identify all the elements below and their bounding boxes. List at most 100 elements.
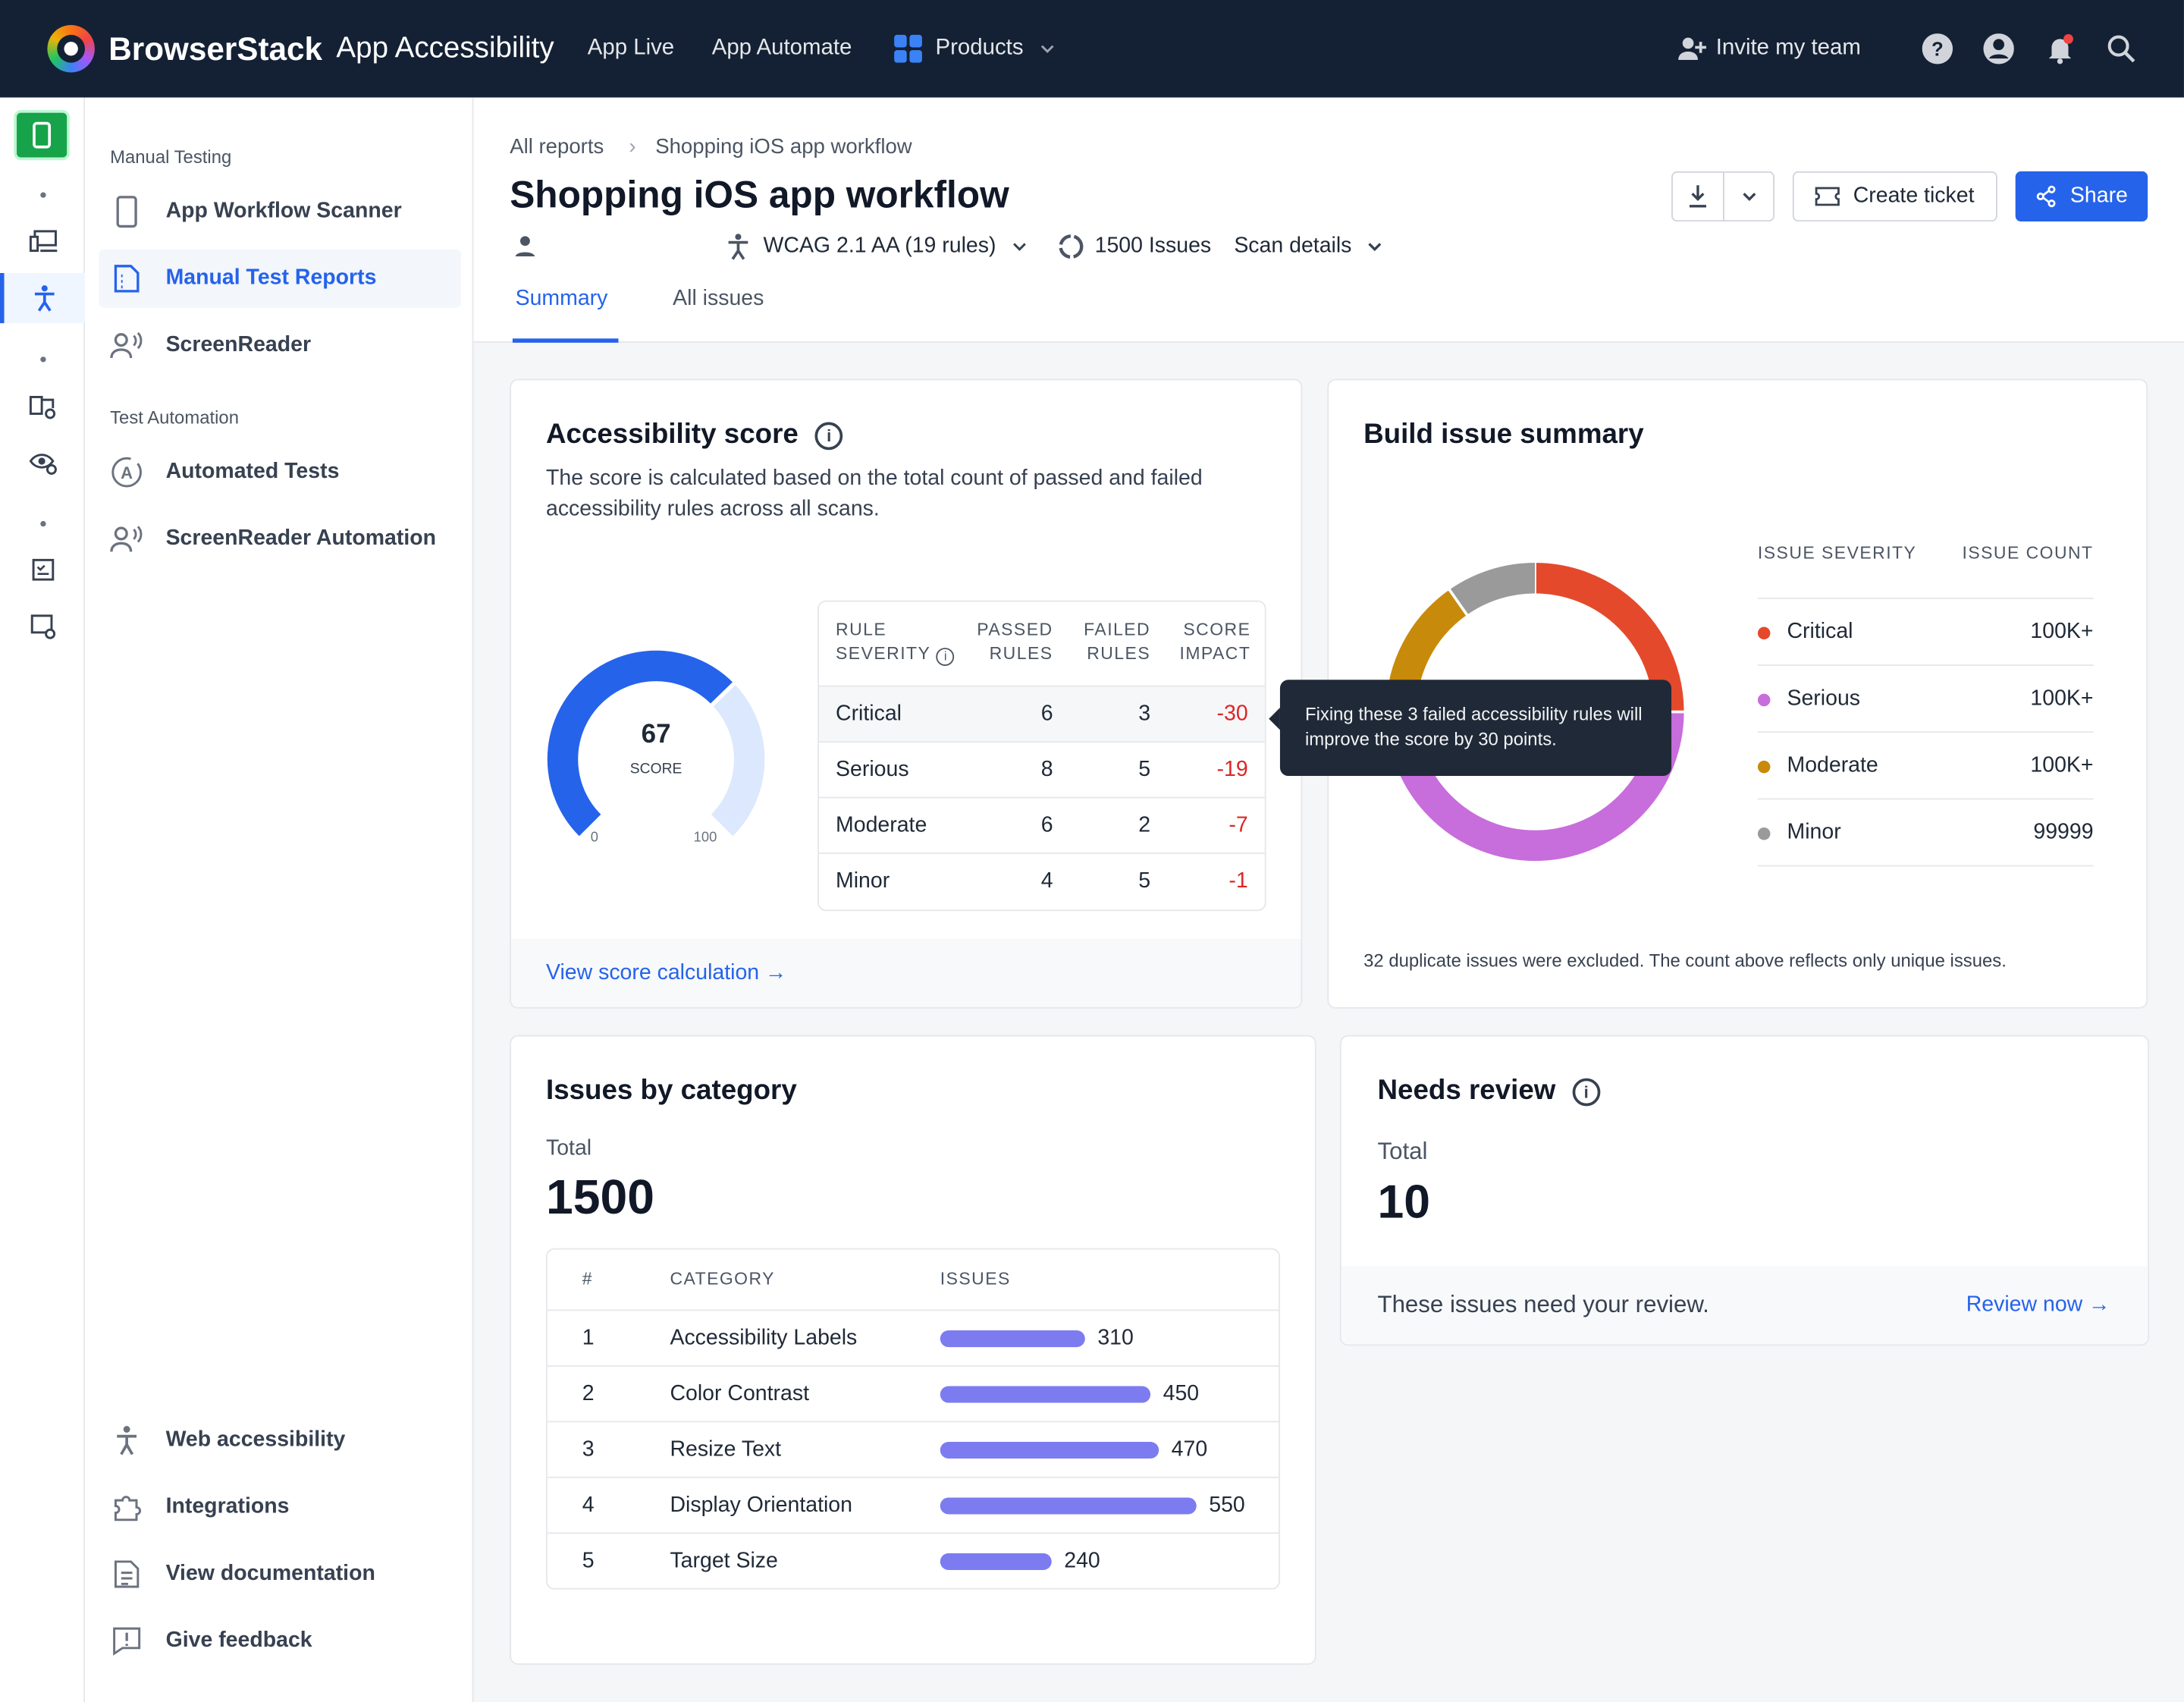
products-menu[interactable]: Products <box>893 34 1056 63</box>
view-score-calculation-link[interactable]: View score calculation → <box>545 961 787 985</box>
serious-dot-icon <box>1757 693 1771 707</box>
total-issues-value: 1500 <box>545 1170 655 1225</box>
rail-checklist-icon[interactable] <box>0 557 85 583</box>
row-number: 2 <box>582 1382 595 1406</box>
products-grid-icon <box>893 34 922 63</box>
share-label: Share <box>2069 184 2128 208</box>
severity-count: 99999 <box>2033 820 2094 845</box>
invite-team-button[interactable]: Invite my team <box>1677 36 1861 61</box>
tab-summary[interactable]: Summary <box>515 287 608 311</box>
chevron-down-icon <box>1013 243 1027 251</box>
table-row[interactable]: 1 Accessibility Labels 310 <box>547 1309 1279 1364</box>
account-icon[interactable] <box>1983 33 2014 64</box>
score-impact-tooltip: Fixing these 3 failed accessibility rule… <box>1269 680 1672 777</box>
table-row[interactable]: 5 Target Size 240 <box>547 1532 1279 1587</box>
nav-web-accessibility[interactable]: Web accessibility <box>99 1412 461 1470</box>
info-icon[interactable]: i <box>1572 1077 1601 1106</box>
table-row[interactable]: Minor 4 5 -1 <box>818 853 1265 908</box>
nav-manual-test-reports[interactable]: Manual Test Reports <box>99 249 461 308</box>
breadcrumb-current: Shopping iOS app workflow <box>655 135 912 159</box>
ticket-icon <box>1815 187 1840 206</box>
minor-dot-icon <box>1757 827 1771 840</box>
col-number: # <box>582 1269 594 1289</box>
rail-app-accessibility[interactable] <box>14 110 70 161</box>
nav-integrations[interactable]: Integrations <box>99 1478 461 1537</box>
category-name: Display Orientation <box>670 1493 852 1518</box>
wcag-selector[interactable]: WCAG 2.1 AA (19 rules) <box>726 230 1030 263</box>
nav-label: Integrations <box>165 1494 290 1519</box>
notifications-bell-icon[interactable] <box>2044 33 2075 64</box>
gauge-min: 0 <box>590 830 598 846</box>
severity-row[interactable]: Moderate 100K+ <box>1757 733 2094 800</box>
issues-bar <box>940 1386 1151 1403</box>
issues-bar <box>940 1553 1052 1570</box>
active-tab-indicator <box>512 338 619 343</box>
share-button[interactable]: Share <box>2015 171 2148 222</box>
issues-value: 310 <box>1097 1326 1134 1350</box>
table-row[interactable]: 2 Color Contrast 450 <box>547 1364 1279 1421</box>
accessibility-icon <box>110 1424 143 1457</box>
rail-accessibility-icon[interactable] <box>0 272 86 324</box>
phone-icon <box>33 121 52 149</box>
issues-bar <box>940 1330 1085 1348</box>
nav-app-live[interactable]: App Live <box>587 36 675 60</box>
table-row[interactable]: Critical 6 3 -30 <box>818 685 1265 742</box>
download-options-button[interactable] <box>1722 171 1774 222</box>
search-icon[interactable] <box>2106 33 2136 64</box>
score-value: 67 <box>641 720 671 750</box>
table-row[interactable]: 3 Resize Text 470 <box>547 1421 1279 1476</box>
passed-cell: 6 <box>1040 813 1053 837</box>
product-name[interactable]: App Accessibility <box>336 32 554 64</box>
rail-visual-settings-icon[interactable] <box>0 448 85 476</box>
nav-screenreader[interactable]: ScreenReader <box>99 316 461 375</box>
rail-divider-dot <box>0 192 85 198</box>
severity-cell: Moderate <box>836 813 927 837</box>
nav-app-automate[interactable]: App Automate <box>711 36 852 60</box>
category-card-title: Issues by category <box>545 1075 797 1107</box>
review-card-title: Needs review <box>1377 1075 1556 1107</box>
top-bar: BrowserStack App Accessibility App Live … <box>0 0 2184 98</box>
col-issue-severity: ISSUE SEVERITY <box>1757 543 1917 564</box>
severity-row[interactable]: Critical 100K+ <box>1757 599 2094 666</box>
nav-screenreader-automation[interactable]: ScreenReader Automation <box>99 510 461 568</box>
table-row[interactable]: Serious 8 5 -19 <box>818 741 1265 796</box>
rail-devices-icon[interactable] <box>0 228 85 253</box>
info-icon[interactable]: i <box>814 421 843 450</box>
help-icon[interactable]: ? <box>1922 33 1953 64</box>
col-passed-rules: PASSED RULES <box>977 620 1053 664</box>
rail-report-settings-icon[interactable] <box>0 613 85 641</box>
issues-value: 470 <box>1171 1437 1208 1462</box>
report-meta-row: WCAG 2.1 AA (19 rules) 1500 Issues Scan … <box>510 230 1485 263</box>
severity-count: 100K+ <box>2030 620 2094 644</box>
info-icon[interactable]: i <box>936 648 955 666</box>
score-card-title: Accessibility score <box>545 419 799 451</box>
impact-cell: -30 <box>1216 702 1248 726</box>
create-ticket-label: Create ticket <box>1853 184 1975 208</box>
scan-details-toggle[interactable]: Scan details <box>1234 230 1385 263</box>
nav-label: Give feedback <box>165 1628 312 1653</box>
create-ticket-button[interactable]: Create ticket <box>1792 171 1997 222</box>
brand-name[interactable]: BrowserStack <box>108 30 323 67</box>
nav-give-feedback[interactable]: Give feedback <box>99 1612 461 1670</box>
breadcrumb-all-reports[interactable]: All reports <box>510 135 604 159</box>
severity-row[interactable]: Serious 100K+ <box>1757 666 2094 733</box>
severity-label: Critical <box>1787 620 1853 644</box>
tab-all-issues[interactable]: All issues <box>673 287 764 311</box>
nav-app-workflow-scanner[interactable]: App Workflow Scanner <box>99 183 461 241</box>
table-row[interactable]: 4 Display Orientation 550 <box>547 1476 1279 1532</box>
donut-segment-minor[interactable] <box>1449 563 1536 615</box>
passed-cell: 6 <box>1040 702 1053 726</box>
nav-view-documentation[interactable]: View documentation <box>99 1545 461 1603</box>
rail-device-settings-icon[interactable] <box>0 393 85 421</box>
owner-avatar-icon[interactable] <box>513 230 538 263</box>
browserstack-logo-icon[interactable] <box>47 25 95 73</box>
nav-automated-tests[interactable]: A Automated Tests <box>99 443 461 501</box>
progress-circle-icon <box>1059 234 1084 259</box>
table-row[interactable]: Moderate 6 2 -7 <box>818 796 1265 853</box>
add-user-icon <box>1678 37 1706 60</box>
download-button[interactable] <box>1671 171 1724 222</box>
nav-label: Manual Test Reports <box>165 265 377 290</box>
review-now-link[interactable]: Review now → <box>1966 1292 2110 1317</box>
row-number: 3 <box>582 1437 595 1462</box>
severity-row[interactable]: Minor 99999 <box>1757 799 2094 867</box>
